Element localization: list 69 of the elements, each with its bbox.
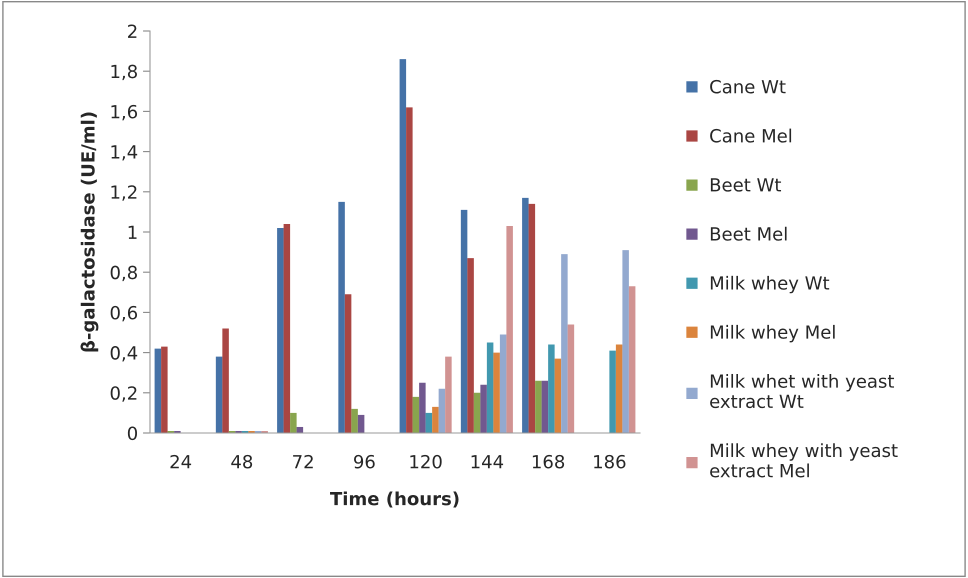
legend-label: Beet Wt — [710, 178, 782, 192]
y-tick-label: 0,2 — [110, 386, 136, 402]
bar — [216, 356, 222, 433]
legend-label: Milk whey Mel — [710, 324, 835, 342]
y-tick-label: 0,8 — [110, 266, 137, 282]
bar — [528, 204, 536, 433]
x-tick-label: 186 — [594, 454, 626, 469]
bar — [561, 254, 568, 433]
x-tick-label: 144 — [472, 455, 504, 468]
bar — [284, 224, 290, 433]
y-tick-label: 0,4 — [110, 346, 138, 362]
legend-label: Milk whet with yeast extract Wt — [710, 374, 894, 408]
bar — [568, 324, 574, 433]
bar — [438, 388, 446, 433]
bar — [338, 202, 345, 433]
x-tick-label: 72 — [293, 454, 313, 468]
y-tick-label: 1,6 — [111, 104, 138, 120]
y-axis-title: β-galactosidase (UE/ml) — [80, 112, 98, 352]
bar — [535, 380, 542, 433]
bar — [406, 107, 413, 433]
bar — [445, 356, 452, 433]
bar — [554, 358, 562, 433]
bar — [500, 334, 506, 433]
bar — [486, 342, 494, 433]
legend-label: Milk whey Wt — [710, 276, 830, 294]
legend-label: Cane Mel — [710, 128, 792, 143]
bar — [622, 250, 629, 433]
bar — [351, 408, 358, 433]
y-tick-label: 1,4 — [111, 145, 138, 161]
bar — [628, 286, 636, 433]
bar — [460, 210, 468, 433]
x-tick-label: 48 — [231, 454, 252, 469]
x-tick-label: 96 — [354, 454, 375, 469]
bar — [432, 406, 439, 433]
bar — [222, 328, 229, 433]
bar — [161, 346, 168, 433]
y-tick-label: 1,2 — [111, 185, 136, 201]
bar — [616, 344, 622, 433]
y-tick-label: 0 — [128, 426, 137, 440]
x-tick-label: 120 — [410, 454, 442, 469]
bar — [493, 352, 500, 433]
bar — [426, 412, 432, 433]
x-axis-title: Time (hours) — [330, 491, 459, 508]
bar — [419, 382, 426, 433]
bar — [296, 426, 304, 433]
bar — [609, 350, 616, 433]
bar — [480, 384, 487, 433]
bar — [290, 412, 297, 433]
legend-label: Cane Wt — [710, 80, 786, 94]
y-tick-label: 2 — [128, 24, 136, 38]
bar — [542, 380, 548, 433]
y-tick-label: 1,8 — [111, 64, 137, 80]
x-tick-label: 168 — [532, 454, 564, 469]
legend-label: Beet Mel — [710, 226, 787, 241]
bar — [467, 258, 474, 433]
legend-label: Milk whey with yeast extract Mel — [710, 443, 898, 478]
y-tick-label: 1 — [128, 226, 137, 239]
bar — [344, 294, 352, 433]
y-tick-label: 0,6 — [110, 306, 138, 322]
bar — [277, 228, 284, 433]
bar — [522, 198, 529, 433]
bar — [154, 348, 162, 433]
bar — [548, 344, 555, 433]
bar — [358, 414, 364, 433]
bar — [506, 226, 513, 433]
bar — [474, 392, 480, 433]
bar — [400, 59, 406, 433]
bar — [412, 396, 420, 433]
x-tick-label: 24 — [170, 454, 192, 468]
